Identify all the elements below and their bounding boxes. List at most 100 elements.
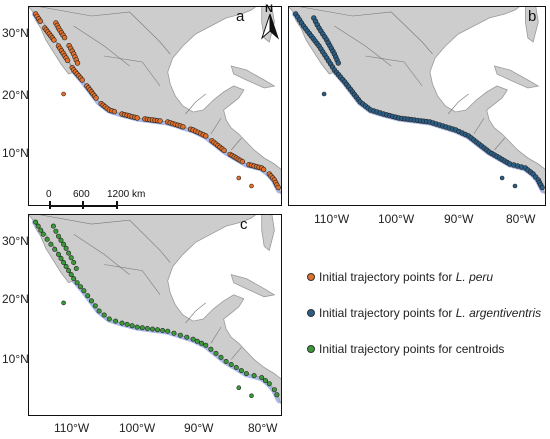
trajectory-point [249, 393, 254, 399]
trajectory-point [228, 362, 234, 368]
lon-tick-90-bottom: 90°W [184, 421, 214, 435]
trajectory-point [111, 108, 118, 115]
trajectory-point [239, 158, 246, 165]
trajectory-point [92, 303, 98, 309]
trajectory-point [61, 300, 66, 306]
trajectory-point [236, 385, 242, 390]
trajectory-point [171, 330, 177, 336]
trajectory-point [180, 124, 186, 130]
trajectory-point [40, 231, 46, 237]
trajectory-point [52, 246, 58, 252]
trajectory-point [275, 184, 281, 191]
trajectory-point [213, 350, 219, 356]
trajectory-point [71, 259, 77, 265]
trajectory-point [113, 318, 119, 324]
trajectory-point [96, 308, 102, 314]
trajectory-point [221, 147, 227, 154]
legend-dot-blue [307, 309, 315, 317]
trajectory-point [61, 259, 67, 265]
trajectory-point [134, 324, 140, 330]
trajectory-point [184, 334, 190, 340]
legend-species: L. peru [455, 270, 494, 284]
trajectory-point [88, 298, 94, 304]
trajectory-point [50, 223, 56, 229]
lon-tick-100-bottom: 100°W [119, 421, 156, 435]
scale-label-600: 600 [73, 189, 90, 200]
legend-species: L. argentiventris [455, 306, 542, 320]
lat-tick-10-top: 10°N [2, 146, 29, 160]
legend-prefix: Initial trajectory points for [319, 306, 456, 320]
trajectory-point [79, 77, 85, 83]
scale-label-0: 0 [46, 189, 52, 200]
north-arrow-label: N [265, 3, 273, 15]
trajectory-point [223, 359, 229, 365]
trajectory-point [251, 373, 257, 379]
trajectory-point [266, 381, 272, 387]
trajectory-point [321, 91, 327, 97]
panel-label-a: a [236, 8, 245, 25]
legend-prefix: Initial trajectory points for [319, 270, 456, 284]
trajectory-point [199, 340, 205, 346]
trajectory-point [61, 91, 66, 97]
trajectory-point [177, 332, 183, 338]
trajectory-point [233, 365, 239, 371]
trajectory-point [61, 34, 68, 41]
lat-tick-20-bottom: 20°N [2, 292, 29, 306]
trajectory-point [243, 371, 249, 377]
trajectory-point [48, 241, 54, 247]
trajectory-point [144, 326, 150, 332]
legend-dot-orange [307, 273, 315, 281]
trajectory-point [134, 115, 140, 121]
trajectory-point [74, 280, 80, 286]
north-arrow: N [258, 3, 282, 42]
map-panel-a [28, 6, 282, 206]
lon-tick-100-right: 100°W [378, 212, 415, 226]
lat-tick-30-top: 30°N [2, 26, 29, 40]
trajectory-point [35, 223, 41, 229]
lon-tick-80-bottom: 80°W [248, 421, 278, 435]
trajectory-point [124, 321, 130, 327]
trajectory-point [53, 228, 59, 234]
trajectory-point [55, 233, 61, 239]
trajectory-point [274, 392, 280, 398]
trajectory-point [203, 342, 209, 348]
lat-tick-30-bottom: 30°N [2, 234, 29, 248]
trajectory-point [499, 175, 505, 181]
trajectory-point [194, 338, 200, 344]
trajectory-point [63, 263, 69, 269]
panel-label-b: b [528, 8, 537, 25]
trajectory-point [106, 316, 112, 322]
trajectory-point [58, 255, 64, 261]
lon-tick-110-right: 110°W [314, 212, 350, 226]
trajectory-point [160, 328, 166, 334]
trajectory-point [51, 37, 57, 43]
trajectory-point [190, 336, 196, 342]
trajectory-point [73, 265, 79, 271]
trajectory-point [38, 227, 44, 233]
trajectory-point [155, 327, 161, 333]
trajectory-point [63, 245, 69, 251]
trajectory-point [539, 184, 545, 191]
trajectory-point [238, 368, 244, 374]
trajectory-point [68, 255, 74, 261]
legend-prefix: Initial trajectory points for centroids [319, 342, 505, 356]
scale-tick [49, 201, 51, 209]
trajectory-point [37, 18, 43, 24]
trajectory-point [335, 60, 341, 66]
trajectory-point [218, 354, 224, 360]
trajectory-point [119, 320, 125, 326]
map-panel-c [28, 214, 282, 416]
trajectory-point [259, 375, 265, 381]
trajectory-point [64, 57, 71, 64]
trajectory-point [157, 118, 163, 124]
trajectory-point [512, 183, 518, 189]
lat-tick-20-top: 20°N [2, 88, 29, 102]
legend-dot-green [307, 345, 315, 353]
trajectory-point [61, 241, 67, 247]
lon-tick-110-bottom: 110°W [54, 421, 90, 435]
trajectory-point [68, 272, 74, 278]
map-b-svg [288, 6, 546, 206]
trajectory-point [165, 328, 171, 334]
trajectory-point [74, 60, 81, 66]
trajectory-point [66, 268, 72, 274]
